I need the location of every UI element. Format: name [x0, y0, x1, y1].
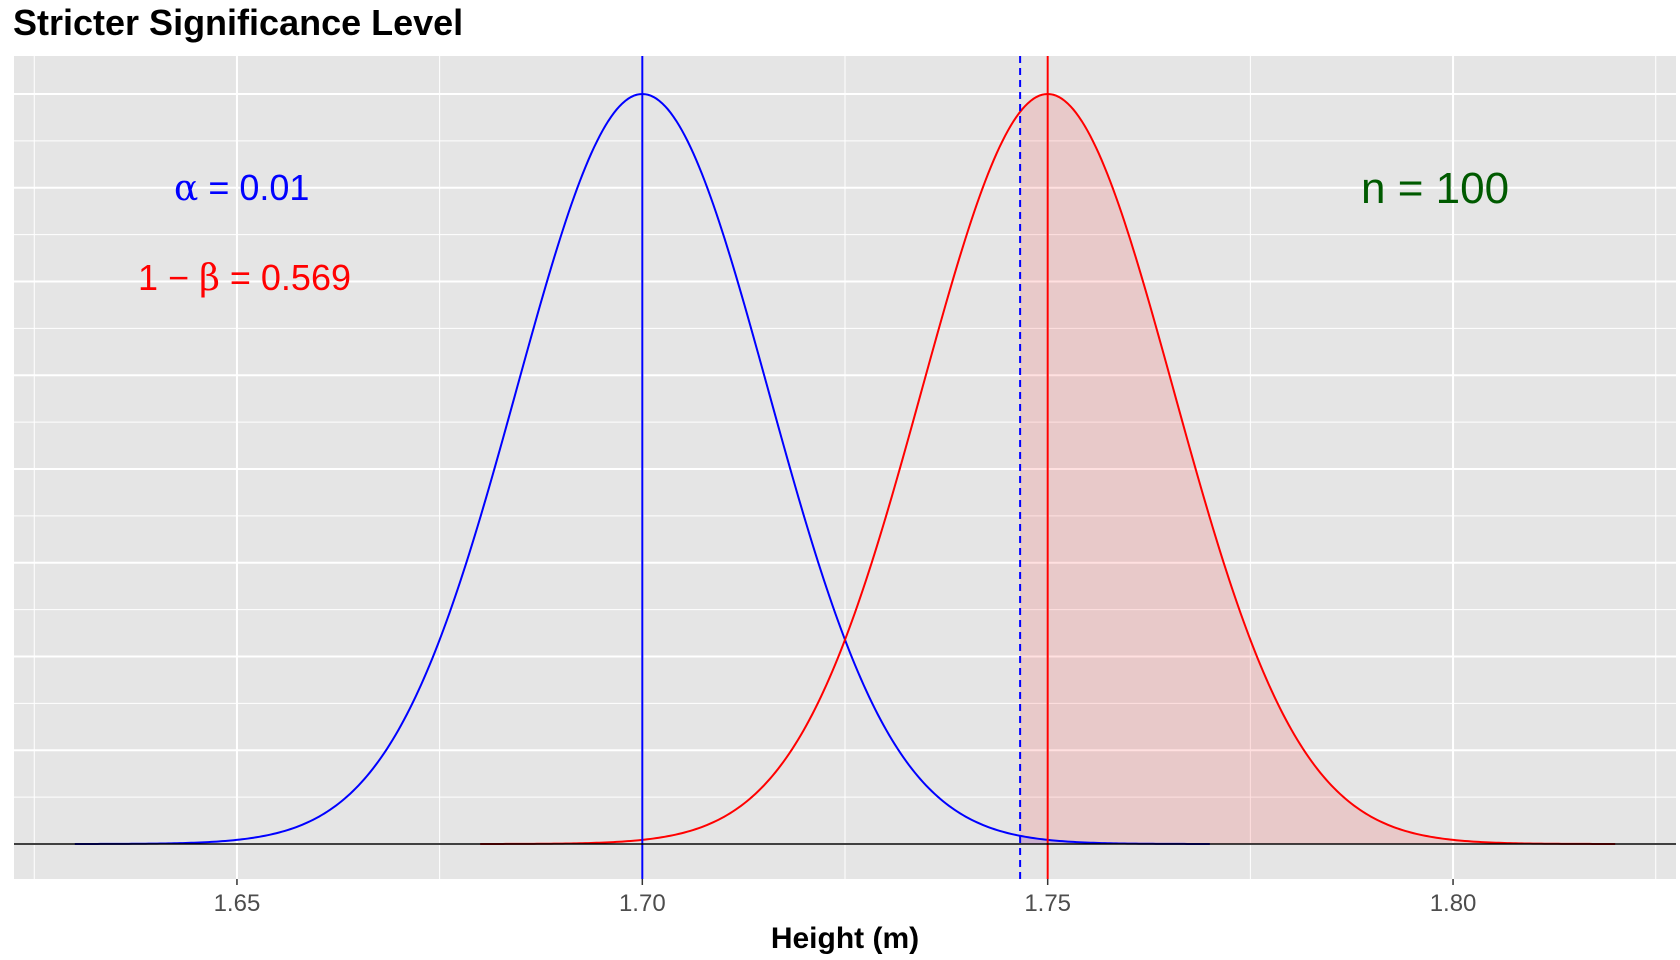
power-value: 0.569 [261, 257, 351, 298]
power-annotation: 1 − β = 0.569 [138, 257, 351, 299]
beta-symbol: β [199, 258, 220, 299]
x-tick-label: 1.65 [214, 890, 261, 917]
reference-lines [641, 56, 1049, 879]
x-tick-label: 1.70 [619, 890, 666, 917]
x-axis-title: Height (m) [771, 922, 919, 955]
alpha-equals: = [198, 167, 239, 208]
power-prefix: 1 − [138, 257, 199, 298]
alpha-annotation: α = 0.01 [174, 167, 309, 209]
n-equals: = [1385, 164, 1435, 213]
power-equals: = [220, 257, 261, 298]
n-value: 100 [1436, 164, 1509, 213]
alpha-symbol: α [174, 168, 198, 209]
sample-size-annotation: n = 100 [1361, 164, 1509, 213]
alpha-value: 0.01 [239, 167, 309, 208]
n-label: n [1361, 164, 1385, 213]
x-axis-ticks: 1.65 1.70 1.75 1.80 [214, 879, 1477, 917]
x-tick-label: 1.75 [1024, 890, 1071, 917]
power-area [1020, 94, 1616, 844]
chart-title: Stricter Significance Level [13, 2, 464, 43]
x-tick-label: 1.80 [1430, 890, 1477, 917]
